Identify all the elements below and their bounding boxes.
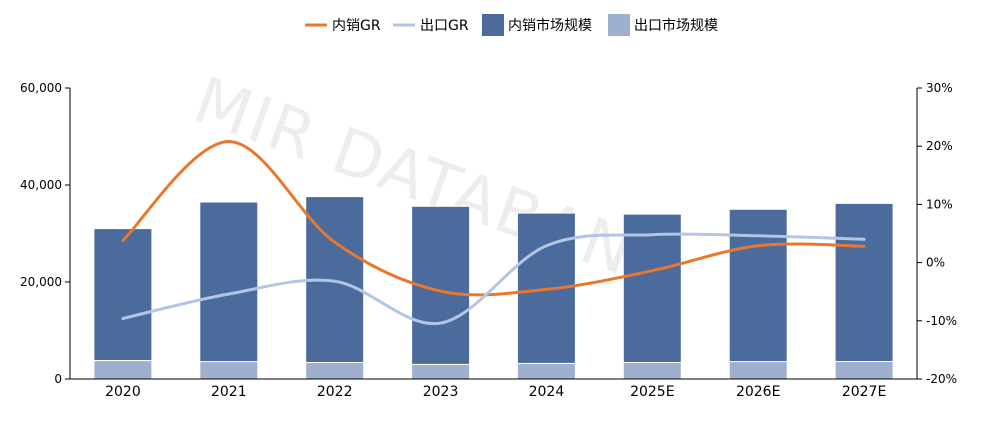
x-tick-label: 2027E xyxy=(842,384,886,400)
bar-export-2024 xyxy=(516,363,576,380)
left-tick-label: 40,000 xyxy=(20,178,62,192)
right-tick-label: -20% xyxy=(926,372,957,386)
line-domestic-gr xyxy=(121,139,866,297)
legend-label: 出口GR xyxy=(420,18,469,34)
legend-label: 内销市场规模 xyxy=(508,17,592,34)
left-tick-label: 20,000 xyxy=(20,275,62,289)
bar-domestic-2020 xyxy=(93,228,153,361)
legend-box-swatch xyxy=(608,14,630,36)
x-tick-label: 2025E xyxy=(630,384,674,400)
right-tick-label: 10% xyxy=(926,197,953,211)
line-export-gr xyxy=(121,232,866,326)
bar-domestic-2021 xyxy=(199,201,259,363)
bar-export-2027E xyxy=(834,361,894,380)
bar-export-2023 xyxy=(411,363,471,380)
bar-domestic-2026E xyxy=(728,208,788,363)
bar-export-2026E xyxy=(728,361,788,380)
left-tick-label: 0 xyxy=(54,372,62,386)
x-tick-label: 2026E xyxy=(736,384,780,400)
lines-layer xyxy=(121,139,866,326)
legend-label: 内销GR xyxy=(332,18,381,34)
legend: 内销GR 出口GR 内销市场规模 出口市场规模 xyxy=(305,14,718,36)
x-tick-label: 2021 xyxy=(211,384,247,400)
x-tick-label: 2022 xyxy=(317,384,353,400)
x-tick-label: 2020 xyxy=(105,384,141,400)
axes-layer: 0 20,000 40,000 60,000 -20% -10% 0% 10% 20% 30% 20… xyxy=(20,81,957,400)
x-tick-label: 2024 xyxy=(529,384,565,400)
left-tick-label: 60,000 xyxy=(20,81,62,95)
right-tick-label: 0% xyxy=(926,256,945,270)
legend-item-4: 出口市场规模 xyxy=(608,14,718,36)
right-tick-label: -10% xyxy=(926,314,957,328)
legend-item-3: 内销市场规模 xyxy=(482,14,592,36)
bar-export-2021 xyxy=(199,361,259,380)
bar-export-2025E xyxy=(622,362,682,380)
legend-label: 出口市场规模 xyxy=(634,17,718,34)
legend-item-1: 内销GR xyxy=(305,18,381,34)
bar-export-2020 xyxy=(93,360,153,380)
bar-domestic-2027E xyxy=(834,202,894,362)
bar-domestic-2025E xyxy=(622,213,682,363)
legend-box-swatch xyxy=(482,14,504,36)
legend-item-2: 出口GR xyxy=(393,18,469,34)
bar-export-2022 xyxy=(305,362,365,380)
x-tick-label: 2023 xyxy=(423,384,459,400)
right-tick-label: 30% xyxy=(926,81,953,95)
right-tick-label: 20% xyxy=(926,139,953,153)
